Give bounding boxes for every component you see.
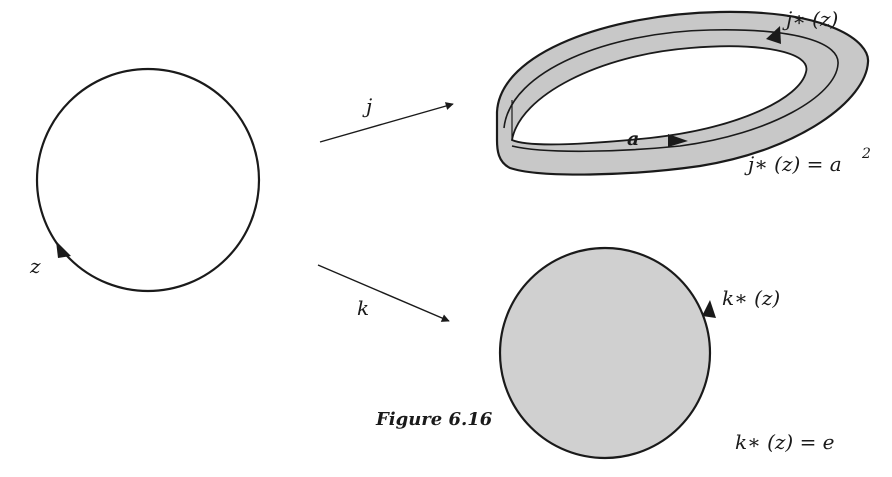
domain-circle xyxy=(35,67,261,293)
label-j: j xyxy=(362,94,372,118)
map-arrow-j xyxy=(319,102,454,143)
map-arrow-k xyxy=(317,264,450,322)
domain-circle-arrow-icon xyxy=(56,241,71,258)
disk-arrow-icon xyxy=(702,300,716,318)
label-k-star-eq: k∗ (z) = e xyxy=(735,430,835,454)
label-k-star: k∗ (z) xyxy=(722,286,780,310)
label-a: a xyxy=(627,128,639,150)
torus-band: a xyxy=(495,10,870,176)
label-z: z xyxy=(29,254,41,278)
torus-hole xyxy=(510,45,808,146)
label-j-star-eq-exp: 2 xyxy=(861,146,871,162)
loop-a-arrow-icon xyxy=(668,134,688,147)
label-j-star-eq: j∗ (z) = a xyxy=(744,152,842,176)
torus-top-arrow-icon xyxy=(766,26,781,44)
label-k: k xyxy=(357,296,369,320)
label-j-star: j∗ (z) xyxy=(782,7,838,31)
torus-loop-a xyxy=(503,29,839,153)
disk xyxy=(498,246,712,460)
figure-caption: Figure 6.16 xyxy=(375,409,493,430)
